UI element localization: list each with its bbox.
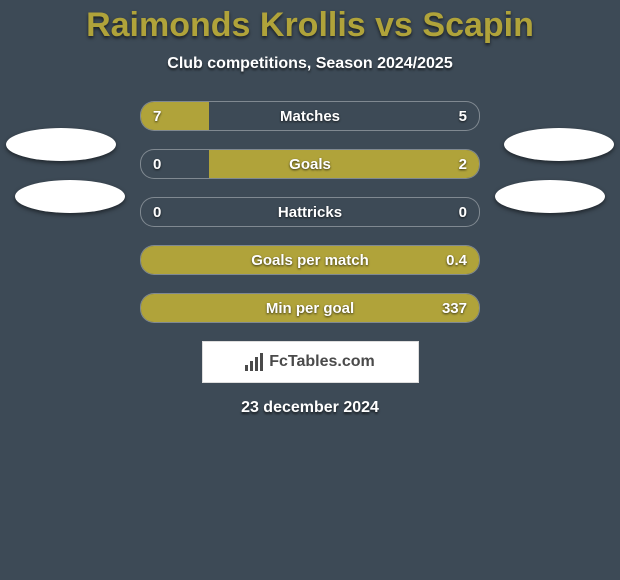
stat-label: Min per goal: [141, 294, 479, 322]
stat-value-right: 5: [459, 102, 467, 130]
bars-icon: [245, 353, 263, 371]
date-text: 23 december 2024: [0, 399, 620, 417]
player-right-badge-placeholder: [495, 180, 605, 213]
stat-label: Goals: [141, 150, 479, 178]
stat-row: Goals per match0.4: [140, 245, 480, 275]
player-right-photo-placeholder: [504, 128, 614, 161]
stat-value-right: 0: [459, 198, 467, 226]
stats-rows: 7Matches50Goals20Hattricks0Goals per mat…: [140, 101, 480, 323]
stat-row: 0Goals2: [140, 149, 480, 179]
stat-label: Goals per match: [141, 246, 479, 274]
container: Raimonds Krollis vs Scapin Club competit…: [0, 6, 620, 417]
stat-row: 0Hattricks0: [140, 197, 480, 227]
source-text: FcTables.com: [269, 353, 375, 371]
stat-label: Hattricks: [141, 198, 479, 226]
stat-label: Matches: [141, 102, 479, 130]
stat-value-right: 0.4: [446, 246, 467, 274]
source-badge: FcTables.com: [202, 341, 419, 383]
subtitle: Club competitions, Season 2024/2025: [0, 55, 620, 73]
stat-row: Min per goal337: [140, 293, 480, 323]
page-title: Raimonds Krollis vs Scapin: [0, 6, 620, 45]
stat-value-right: 2: [459, 150, 467, 178]
stat-row: 7Matches5: [140, 101, 480, 131]
player-left-photo-placeholder: [6, 128, 116, 161]
stat-value-right: 337: [442, 294, 467, 322]
source-logo: FcTables.com: [245, 353, 375, 371]
player-left-badge-placeholder: [15, 180, 125, 213]
